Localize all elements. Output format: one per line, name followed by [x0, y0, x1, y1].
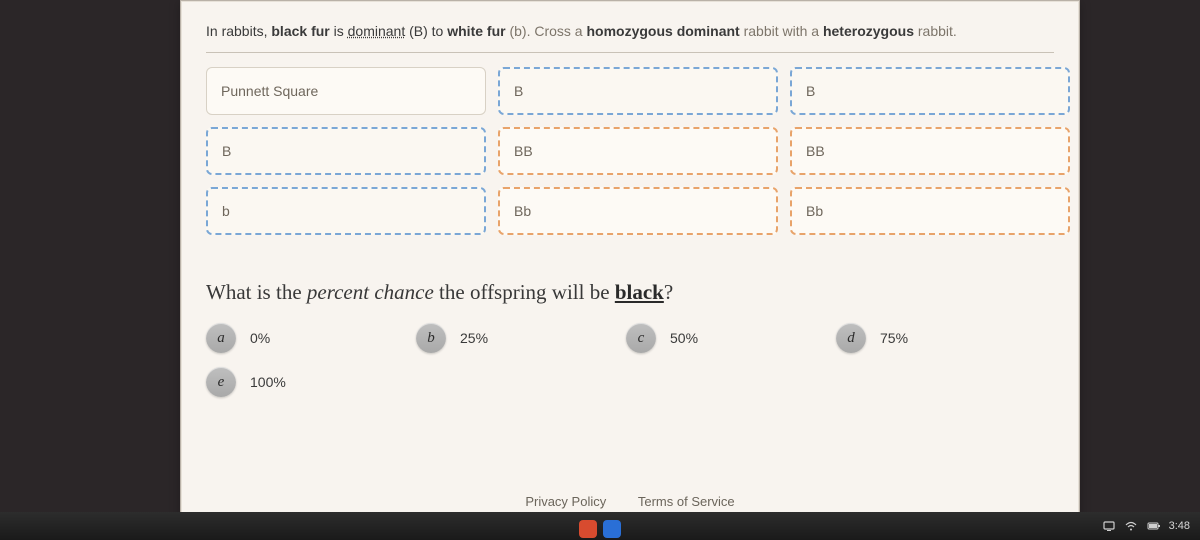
- dock-app-icon-1[interactable]: [579, 520, 597, 538]
- bold-heterozygous: heterozygous: [823, 23, 914, 39]
- bold-homozygous: homozygous dominant: [586, 23, 739, 39]
- text: is: [330, 23, 348, 39]
- punnett-cell-r2c2[interactable]: Bb: [790, 187, 1070, 235]
- choice-label: 25%: [460, 330, 488, 346]
- text-emph: percent chance: [307, 280, 434, 304]
- text-dominant: dominant: [348, 23, 406, 39]
- bold-black-fur: black fur: [271, 23, 329, 39]
- taskbar-dock: [579, 520, 621, 538]
- text: In rabbits,: [206, 23, 271, 39]
- footer-links: Privacy Policy Terms of Service: [181, 494, 1079, 509]
- punnett-row-header-2[interactable]: b: [206, 187, 486, 235]
- text: rabbit with a: [740, 23, 823, 39]
- screen-share-icon[interactable]: [1103, 520, 1115, 532]
- choice-key: b: [416, 323, 446, 353]
- quiz-card: In rabbits, black fur is dominant (B) to…: [180, 0, 1080, 520]
- question-prompt: In rabbits, black fur is dominant (B) to…: [206, 21, 1054, 53]
- choice-a[interactable]: a 0%: [206, 323, 386, 353]
- text: (b). Cross a: [506, 23, 587, 39]
- choice-key: a: [206, 323, 236, 353]
- choice-c[interactable]: c 50%: [626, 323, 806, 353]
- bold-white-fur: white fur: [447, 23, 505, 39]
- choice-b[interactable]: b 25%: [416, 323, 596, 353]
- text: rabbit.: [914, 23, 957, 39]
- choice-label: 100%: [250, 374, 286, 390]
- text: ?: [664, 280, 673, 304]
- dock-app-icon-2[interactable]: [603, 520, 621, 538]
- choice-d[interactable]: d 75%: [836, 323, 1016, 353]
- wifi-icon[interactable]: [1125, 520, 1137, 532]
- punnett-square: Punnett Square B B B BB BB b Bb Bb: [206, 67, 1054, 235]
- choice-e[interactable]: e 100%: [206, 367, 386, 397]
- punnett-cell-r2c1[interactable]: Bb: [498, 187, 778, 235]
- privacy-link[interactable]: Privacy Policy: [525, 494, 606, 509]
- choice-key: c: [626, 323, 656, 353]
- answer-choices: a 0% b 25% c 50% d 75% e 100%: [206, 323, 1054, 397]
- clock[interactable]: 3:48: [1169, 520, 1190, 532]
- choice-label: 50%: [670, 330, 698, 346]
- punnett-col-header-1[interactable]: B: [498, 67, 778, 115]
- choice-label: 75%: [880, 330, 908, 346]
- punnett-cell-r1c1[interactable]: BB: [498, 127, 778, 175]
- sub-question: What is the percent chance the offspring…: [206, 280, 1054, 305]
- choice-key: d: [836, 323, 866, 353]
- choice-key: e: [206, 367, 236, 397]
- text: (B) to: [405, 23, 447, 39]
- punnett-corner-label[interactable]: Punnett Square: [206, 67, 486, 115]
- text: What is the: [206, 280, 307, 304]
- text: the offspring will be: [434, 280, 615, 304]
- battery-icon[interactable]: [1147, 520, 1159, 532]
- punnett-col-header-2[interactable]: B: [790, 67, 1070, 115]
- punnett-cell-r1c2[interactable]: BB: [790, 127, 1070, 175]
- choice-label: 0%: [250, 330, 270, 346]
- terms-link[interactable]: Terms of Service: [638, 494, 735, 509]
- os-taskbar: 3:48: [0, 512, 1200, 540]
- punnett-row-header-1[interactable]: B: [206, 127, 486, 175]
- text-black: black: [615, 280, 664, 304]
